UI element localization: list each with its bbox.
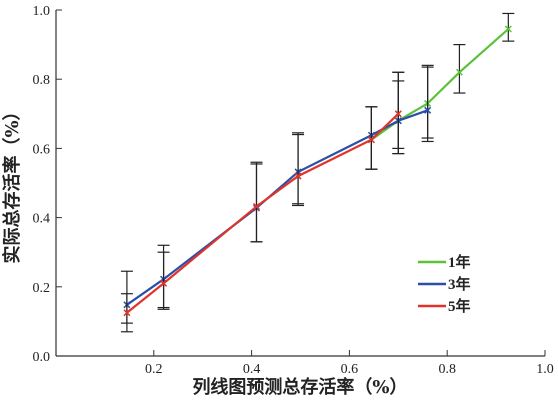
data-point — [294, 172, 302, 180]
legend-label: 3年 — [448, 275, 471, 293]
x-tick-label: 1.0 — [536, 362, 554, 377]
data-point — [252, 202, 261, 211]
plot-area — [120, 12, 515, 333]
data-point — [160, 279, 168, 287]
series-1 — [365, 12, 515, 170]
x-tick-label: 0.6 — [341, 362, 359, 377]
y-tick-label: 0.4 — [33, 212, 51, 227]
y-tick-label: 1.0 — [33, 4, 51, 19]
series-2 — [120, 64, 434, 324]
x-tick-label: 0.2 — [145, 362, 163, 377]
data-point — [504, 25, 512, 33]
series-3 — [120, 71, 405, 333]
y-tick-label: 0.8 — [33, 73, 51, 88]
y-tick-label: 0.6 — [33, 142, 51, 157]
legend: 1年 3年 5年 — [418, 253, 471, 315]
legend-label: 1年 — [448, 253, 471, 271]
x-axis-title: 列线图预测总存活率（%） — [192, 376, 407, 398]
legend-label: 5年 — [448, 297, 471, 315]
x-tick-label: 0.8 — [438, 362, 456, 377]
legend-item-2: 3年 — [418, 275, 471, 293]
axes: 0.2 0.4 0.6 0.8 1.0 0.0 0.2 0.4 0.6 0.8 1.0 — [33, 4, 554, 377]
legend-item-1: 1年 — [418, 253, 471, 271]
x-tick-label: 0.4 — [243, 362, 261, 377]
data-point — [455, 68, 463, 76]
series-line — [126, 113, 400, 314]
data-point — [123, 309, 131, 317]
data-point — [394, 110, 402, 118]
data-point — [367, 136, 375, 144]
y-tick-label: 0.0 — [33, 350, 51, 365]
y-axis-title: 实际总存活率（%） — [1, 102, 23, 263]
data-point — [424, 106, 432, 114]
y-tick-label: 0.2 — [33, 281, 51, 296]
legend-item-3: 5年 — [418, 297, 471, 315]
